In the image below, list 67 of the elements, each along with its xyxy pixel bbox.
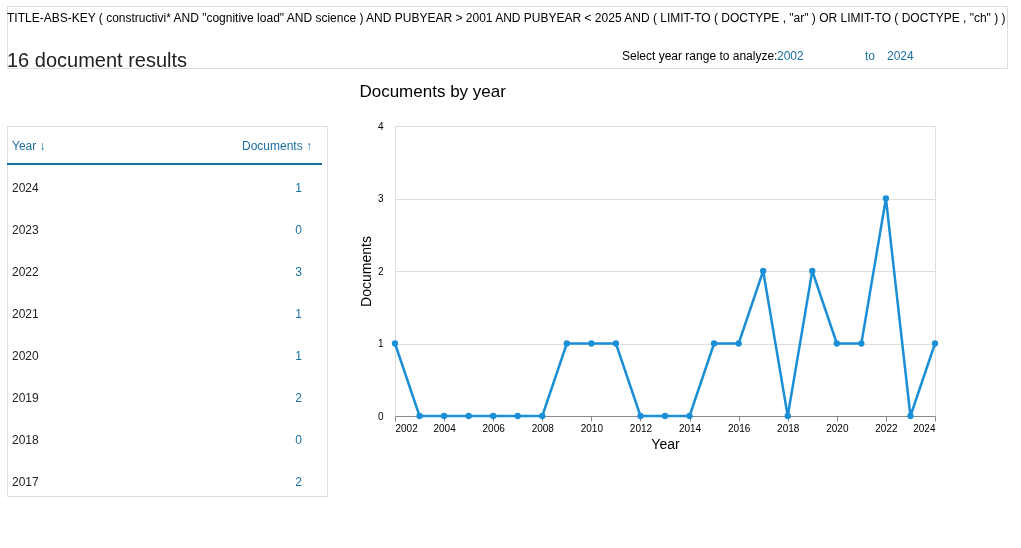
- x-tick-label: 2006: [482, 422, 506, 434]
- text: 1: [295, 349, 303, 363]
- text: 2019: [12, 391, 40, 405]
- point: [858, 340, 865, 347]
- x-tick-label: 2018: [777, 422, 800, 434]
- x-tick-label: 2010: [580, 422, 604, 434]
- point: [784, 412, 791, 420]
- point: [391, 340, 399, 347]
- x-tick-label: 2022: [875, 422, 898, 434]
- text: 2024: [887, 49, 915, 63]
- text: 2023: [12, 223, 40, 237]
- text: 16 document results: [7, 49, 188, 71]
- y-tick-label: 0: [377, 410, 384, 422]
- x-tick-label: 2024: [913, 422, 936, 434]
- x-tick-label: 2020: [826, 422, 849, 434]
- text: 0: [295, 433, 303, 447]
- text: 0: [295, 223, 303, 237]
- point: [735, 340, 742, 347]
- text: 2002: [777, 49, 805, 63]
- point: [710, 340, 718, 347]
- text: to: [865, 49, 876, 63]
- y-tick-label: 4: [377, 120, 384, 132]
- text: 2021: [12, 307, 40, 321]
- text: 1: [295, 307, 303, 321]
- point: [416, 412, 423, 420]
- text: TITLE-ABS-KEY ( constructivi* AND "cognitive load" AND science ) AND PUBYEAR > 2001 AND PUBYEAR < 2025 AND ( LIMIT-TO ( DOCTYPE , "ar" ) OR LIMIT-TO ( DOCTYPE , "ch" ) ): [7, 11, 1006, 25]
- x-tick-label: 2016: [728, 422, 751, 434]
- text: Select year range to analyze:: [622, 49, 778, 63]
- y-tick-label: 3: [377, 193, 384, 204]
- point: [661, 412, 669, 420]
- y-tick-label: 2: [377, 265, 384, 277]
- x-tick-label: 2004: [433, 422, 457, 434]
- x-tick-label: 2014: [678, 422, 702, 434]
- point: [809, 267, 816, 275]
- point: [907, 412, 914, 420]
- x-axis-title: Year: [651, 435, 680, 452]
- text: 2: [295, 475, 303, 489]
- y-axis-title: Documents: [357, 236, 374, 307]
- text: Documents ↑: [241, 139, 312, 153]
- point: [760, 267, 767, 275]
- y-tick-label: 1: [377, 338, 384, 349]
- text: 2020: [12, 349, 40, 363]
- point: [539, 412, 546, 420]
- text: Year ↓: [12, 139, 46, 153]
- point: [637, 412, 644, 420]
- text: 2024: [12, 181, 40, 195]
- point: [612, 340, 620, 347]
- point: [931, 340, 939, 347]
- x-tick-label: 2012: [629, 422, 653, 434]
- x-tick-label: 2002: [395, 422, 419, 434]
- point: [686, 412, 693, 420]
- point: [833, 340, 840, 347]
- point: [563, 340, 570, 347]
- x-tick-label: 2008: [531, 422, 555, 434]
- text: 2018: [12, 433, 40, 447]
- chart-title: Documents by year: [359, 82, 507, 101]
- text: 2022: [12, 265, 40, 279]
- point: [514, 412, 521, 420]
- text: 2017: [12, 475, 40, 489]
- point: [882, 195, 890, 202]
- text: 2: [295, 391, 303, 405]
- point: [490, 412, 497, 420]
- text: 3: [295, 265, 303, 279]
- point: [588, 340, 595, 347]
- text: 1: [295, 181, 303, 195]
- point: [465, 412, 472, 420]
- point: [440, 412, 448, 420]
